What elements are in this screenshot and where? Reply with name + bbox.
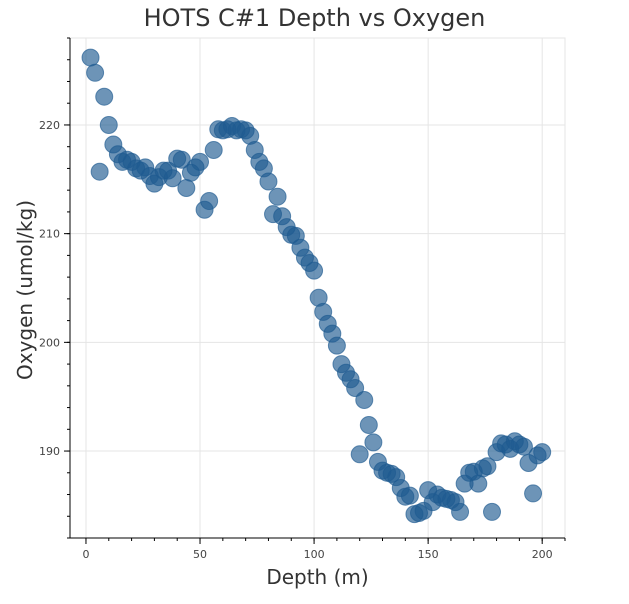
data-point [355, 390, 374, 409]
x-tick-label: 0 [82, 548, 89, 561]
y-tick-label: 220 [39, 119, 60, 132]
x-tick-label: 150 [418, 548, 439, 561]
x-tick-label: 50 [193, 548, 207, 561]
chart-title: HOTS C#1 Depth vs Oxygen [143, 4, 486, 32]
y-tick-label: 210 [39, 228, 60, 241]
x-tick-label: 200 [532, 548, 553, 561]
data-point [359, 415, 378, 434]
data-point [163, 169, 182, 188]
data-point [524, 484, 543, 503]
y-axis-label: Oxygen (umol/kg) [13, 199, 37, 381]
data-point [95, 87, 114, 106]
data-point [305, 261, 324, 280]
x-tick-label: 100 [304, 548, 325, 561]
data-point [177, 179, 196, 197]
data-point [478, 457, 497, 476]
data-point [268, 187, 287, 206]
data-point [172, 150, 191, 169]
x-axis-label: Depth (m) [266, 565, 369, 589]
data-point [483, 502, 502, 521]
data-point [350, 445, 369, 464]
data-point [533, 443, 552, 462]
y-tick-label: 190 [39, 445, 60, 458]
y-tick-label: 200 [39, 336, 60, 349]
data-point [200, 192, 219, 211]
plot-frame [69, 37, 566, 539]
data-point [364, 433, 383, 452]
data-point [400, 486, 419, 505]
data-point [259, 172, 278, 191]
data-point [191, 152, 210, 171]
data-point [327, 336, 346, 355]
data-point [514, 437, 533, 456]
data-point [451, 502, 470, 521]
data-point [90, 162, 109, 181]
data-point [99, 115, 118, 134]
data-point [81, 48, 100, 67]
data-point [346, 379, 365, 397]
data-point [86, 63, 105, 82]
data-point [469, 474, 488, 493]
data-point [204, 140, 223, 159]
